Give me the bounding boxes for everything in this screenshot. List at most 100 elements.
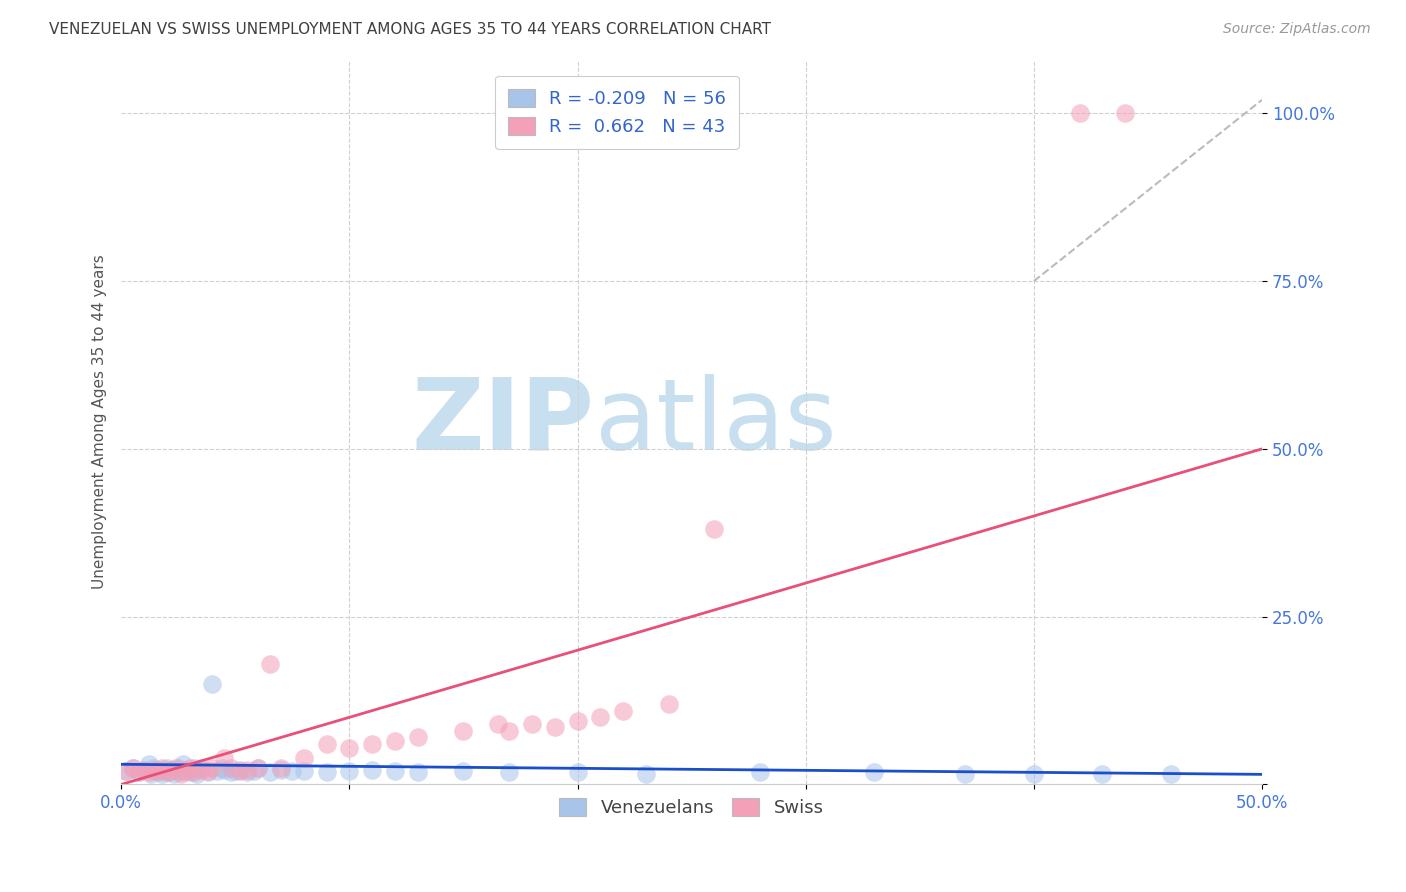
Point	[406, 765, 429, 780]
Point	[955, 767, 977, 781]
Point	[150, 761, 173, 775]
Point	[205, 764, 228, 778]
Point	[453, 723, 475, 738]
Point	[174, 764, 197, 778]
Point	[1091, 767, 1114, 781]
Point	[183, 761, 205, 775]
Point	[498, 765, 520, 780]
Point	[128, 765, 150, 780]
Point	[174, 763, 197, 777]
Point	[863, 765, 886, 780]
Point	[281, 764, 304, 778]
Point	[138, 765, 160, 780]
Point	[749, 765, 772, 780]
Point	[212, 763, 235, 777]
Point	[384, 733, 406, 747]
Point	[259, 765, 281, 780]
Point	[167, 761, 190, 775]
Point	[169, 765, 191, 780]
Point	[163, 767, 186, 781]
Point	[165, 764, 187, 778]
Y-axis label: Unemployment Among Ages 35 to 44 years: Unemployment Among Ages 35 to 44 years	[93, 254, 107, 590]
Point	[201, 677, 224, 691]
Point	[146, 764, 169, 778]
Point	[197, 765, 219, 780]
Point	[247, 761, 270, 775]
Point	[132, 763, 155, 777]
Point	[1022, 767, 1045, 781]
Point	[150, 767, 173, 781]
Text: Source: ZipAtlas.com: Source: ZipAtlas.com	[1223, 22, 1371, 37]
Text: VENEZUELAN VS SWISS UNEMPLOYMENT AMONG AGES 35 TO 44 YEARS CORRELATION CHART: VENEZUELAN VS SWISS UNEMPLOYMENT AMONG A…	[49, 22, 772, 37]
Point	[235, 763, 257, 777]
Point	[156, 761, 179, 775]
Point	[247, 761, 270, 775]
Point	[658, 697, 681, 711]
Point	[139, 767, 162, 781]
Point	[211, 761, 233, 775]
Point	[229, 763, 252, 777]
Point	[453, 764, 475, 778]
Point	[634, 767, 657, 781]
Point	[138, 757, 160, 772]
Point	[292, 750, 315, 764]
Point	[520, 717, 543, 731]
Point	[197, 764, 219, 778]
Point	[315, 737, 337, 751]
Point	[229, 764, 252, 778]
Point	[186, 767, 208, 781]
Point	[183, 765, 205, 780]
Point	[153, 764, 176, 778]
Point	[1160, 767, 1182, 781]
Point	[121, 761, 143, 775]
Point	[142, 763, 165, 777]
Point	[567, 714, 589, 728]
Point	[114, 764, 136, 778]
Point	[160, 763, 183, 777]
Point	[201, 761, 224, 775]
Point	[1069, 106, 1091, 120]
Point	[219, 761, 242, 775]
Point	[567, 765, 589, 780]
Point	[270, 761, 292, 775]
Point	[172, 757, 194, 772]
Point	[270, 763, 292, 777]
Point	[179, 765, 201, 780]
Point	[212, 750, 235, 764]
Point	[132, 763, 155, 777]
Legend: Venezuelans, Swiss: Venezuelans, Swiss	[550, 789, 832, 826]
Point	[160, 763, 183, 777]
Point	[145, 764, 167, 778]
Point	[703, 522, 725, 536]
Point	[146, 765, 169, 780]
Point	[190, 763, 212, 777]
Text: ZIP: ZIP	[412, 374, 595, 470]
Point	[612, 704, 634, 718]
Point	[219, 765, 242, 780]
Point	[498, 723, 520, 738]
Point	[259, 657, 281, 671]
Point	[142, 761, 165, 775]
Point	[315, 765, 337, 780]
Point	[181, 764, 204, 778]
Point	[235, 765, 257, 780]
Point	[128, 765, 150, 780]
Point	[156, 765, 179, 780]
Point	[1114, 106, 1136, 120]
Point	[179, 761, 201, 775]
Point	[361, 737, 384, 751]
Point	[589, 710, 612, 724]
Point	[361, 763, 384, 777]
Point	[406, 731, 429, 745]
Point	[121, 761, 143, 775]
Point	[337, 764, 360, 778]
Point	[190, 761, 212, 775]
Point	[384, 764, 406, 778]
Text: atlas: atlas	[595, 374, 837, 470]
Point	[224, 764, 246, 778]
Point	[292, 764, 315, 778]
Point	[165, 761, 187, 775]
Point	[544, 720, 567, 734]
Point	[157, 765, 180, 780]
Point	[114, 764, 136, 778]
